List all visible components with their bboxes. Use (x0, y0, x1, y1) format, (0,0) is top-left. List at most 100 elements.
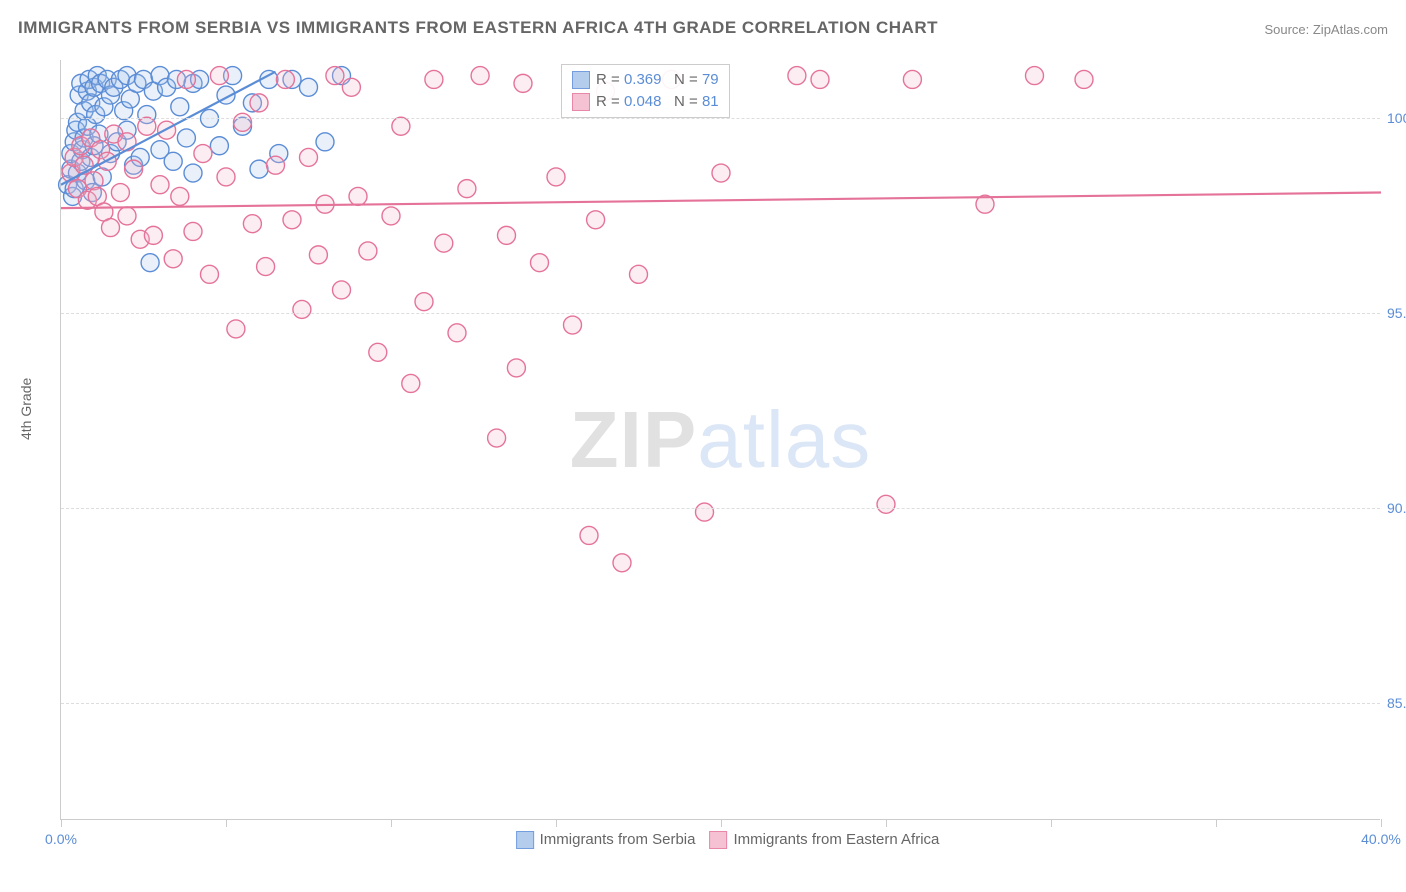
data-point (630, 265, 648, 283)
gridline (61, 313, 1380, 314)
data-point (696, 503, 714, 521)
data-point (1075, 70, 1093, 88)
source-attribution: Source: ZipAtlas.com (1264, 22, 1388, 37)
data-point (425, 70, 443, 88)
data-point (125, 160, 143, 178)
r-label: R (596, 71, 607, 88)
y-axis-label: 4th Grade (18, 378, 34, 440)
data-point (227, 320, 245, 338)
data-point (435, 234, 453, 252)
data-point (514, 74, 532, 92)
data-point (184, 222, 202, 240)
n-label: N (674, 71, 685, 88)
data-point (587, 211, 605, 229)
data-point (342, 78, 360, 96)
data-point (326, 67, 344, 85)
data-point (250, 160, 268, 178)
data-point (316, 133, 334, 151)
chart-title: IMMIGRANTS FROM SERBIA VS IMMIGRANTS FRO… (18, 18, 938, 38)
data-point (507, 359, 525, 377)
data-point (194, 145, 212, 163)
data-point (201, 265, 219, 283)
data-point (448, 324, 466, 342)
series-legend: Immigrants from Serbia Immigrants from Ea… (502, 831, 940, 849)
x-tick (1381, 819, 1382, 827)
data-point (243, 215, 261, 233)
gridline (61, 508, 1380, 509)
plot-area: ZIPatlas R = 0.369 N = 79R = 0.048 N = 8… (60, 60, 1380, 820)
n-value: 81 (702, 93, 719, 110)
data-point (171, 98, 189, 116)
data-point (164, 250, 182, 268)
data-point (210, 137, 228, 155)
data-point (210, 67, 228, 85)
data-point (498, 226, 516, 244)
data-point (257, 258, 275, 276)
r-label: R (596, 93, 607, 110)
x-tick (1216, 819, 1217, 827)
data-point (382, 207, 400, 225)
data-point (877, 495, 895, 513)
data-point (250, 94, 268, 112)
data-point (141, 254, 159, 272)
n-label: N (674, 93, 685, 110)
data-point (580, 526, 598, 544)
data-point (234, 113, 252, 131)
y-tick-label: 85.0% (1387, 695, 1406, 711)
stats-legend-row: R = 0.048 N = 81 (572, 91, 719, 113)
n-value: 79 (702, 71, 719, 88)
data-point (118, 133, 136, 151)
gridline (61, 118, 1380, 119)
eq-label: = (611, 93, 620, 110)
x-tick (556, 819, 557, 827)
y-tick-label: 95.0% (1387, 305, 1406, 321)
x-tick (61, 819, 62, 827)
data-point (267, 156, 285, 174)
x-tick (391, 819, 392, 827)
data-point (488, 429, 506, 447)
legend-series-label: Immigrants from Serbia (540, 831, 696, 848)
data-point (415, 293, 433, 311)
x-tick-label: 40.0% (1361, 831, 1401, 847)
x-tick-label: 0.0% (45, 831, 77, 847)
data-point (164, 152, 182, 170)
data-point (712, 164, 730, 182)
eq-label: = (689, 93, 698, 110)
data-point (171, 187, 189, 205)
r-value: 0.369 (624, 71, 662, 88)
data-point (151, 176, 169, 194)
legend-swatch (572, 71, 590, 89)
data-point (531, 254, 549, 272)
data-point (392, 117, 410, 135)
data-point (118, 207, 136, 225)
data-point (177, 129, 195, 147)
data-point (811, 70, 829, 88)
legend-series-label: Immigrants from Eastern Africa (733, 831, 939, 848)
data-point (564, 316, 582, 334)
data-point (1026, 67, 1044, 85)
data-point (471, 67, 489, 85)
data-point (309, 246, 327, 264)
legend-swatch (516, 831, 534, 849)
eq-label: = (689, 71, 698, 88)
data-point (144, 226, 162, 244)
data-point (788, 67, 806, 85)
data-point (359, 242, 377, 260)
scatter-svg (61, 60, 1380, 819)
data-point (333, 281, 351, 299)
x-tick (721, 819, 722, 827)
y-tick-label: 100.0% (1387, 110, 1406, 126)
x-tick (226, 819, 227, 827)
data-point (402, 374, 420, 392)
data-point (369, 343, 387, 361)
data-point (177, 70, 195, 88)
r-value: 0.048 (624, 93, 662, 110)
data-point (293, 300, 311, 318)
data-point (903, 70, 921, 88)
y-tick-label: 90.0% (1387, 500, 1406, 516)
eq-label: = (611, 71, 620, 88)
data-point (547, 168, 565, 186)
x-tick (886, 819, 887, 827)
data-point (85, 172, 103, 190)
data-point (217, 168, 235, 186)
